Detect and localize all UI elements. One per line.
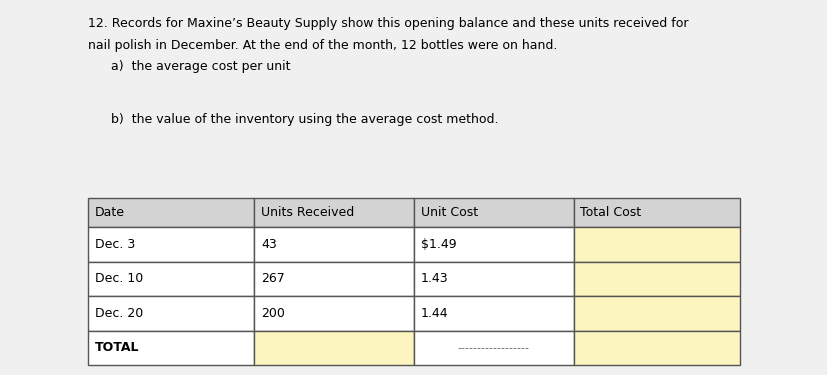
- Text: Total Cost: Total Cost: [580, 206, 641, 219]
- Text: 12. Records for Maxine’s Beauty Supply show this opening balance and these units: 12. Records for Maxine’s Beauty Supply s…: [88, 17, 687, 30]
- Text: Dec. 20: Dec. 20: [94, 307, 143, 320]
- Text: $1.49: $1.49: [420, 238, 456, 251]
- Text: ------------------: ------------------: [457, 343, 529, 353]
- Text: Units Received: Units Received: [261, 206, 354, 219]
- Text: 43: 43: [261, 238, 276, 251]
- Text: nail polish in December. At the end of the month, 12 bottles were on hand.: nail polish in December. At the end of t…: [88, 39, 557, 53]
- Text: Unit Cost: Unit Cost: [420, 206, 477, 219]
- Text: 267: 267: [261, 272, 284, 285]
- Text: Date: Date: [94, 206, 125, 219]
- Text: TOTAL: TOTAL: [94, 341, 139, 354]
- Text: b)  the value of the inventory using the average cost method.: b) the value of the inventory using the …: [111, 112, 498, 126]
- Text: 1.43: 1.43: [420, 272, 447, 285]
- Text: Dec. 3: Dec. 3: [94, 238, 135, 251]
- Text: Dec. 10: Dec. 10: [94, 272, 143, 285]
- Text: 1.44: 1.44: [420, 307, 447, 320]
- Text: 200: 200: [261, 307, 284, 320]
- Text: a)  the average cost per unit: a) the average cost per unit: [111, 60, 290, 73]
